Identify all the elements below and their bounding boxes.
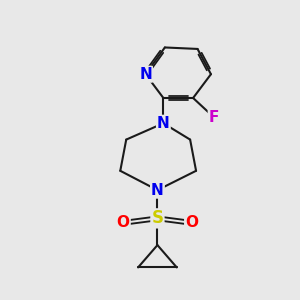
Text: N: N (151, 183, 164, 198)
Text: F: F (209, 110, 219, 125)
Text: O: O (117, 215, 130, 230)
Text: N: N (157, 116, 170, 131)
Text: S: S (152, 209, 164, 227)
Text: O: O (185, 215, 198, 230)
Text: N: N (139, 67, 152, 82)
